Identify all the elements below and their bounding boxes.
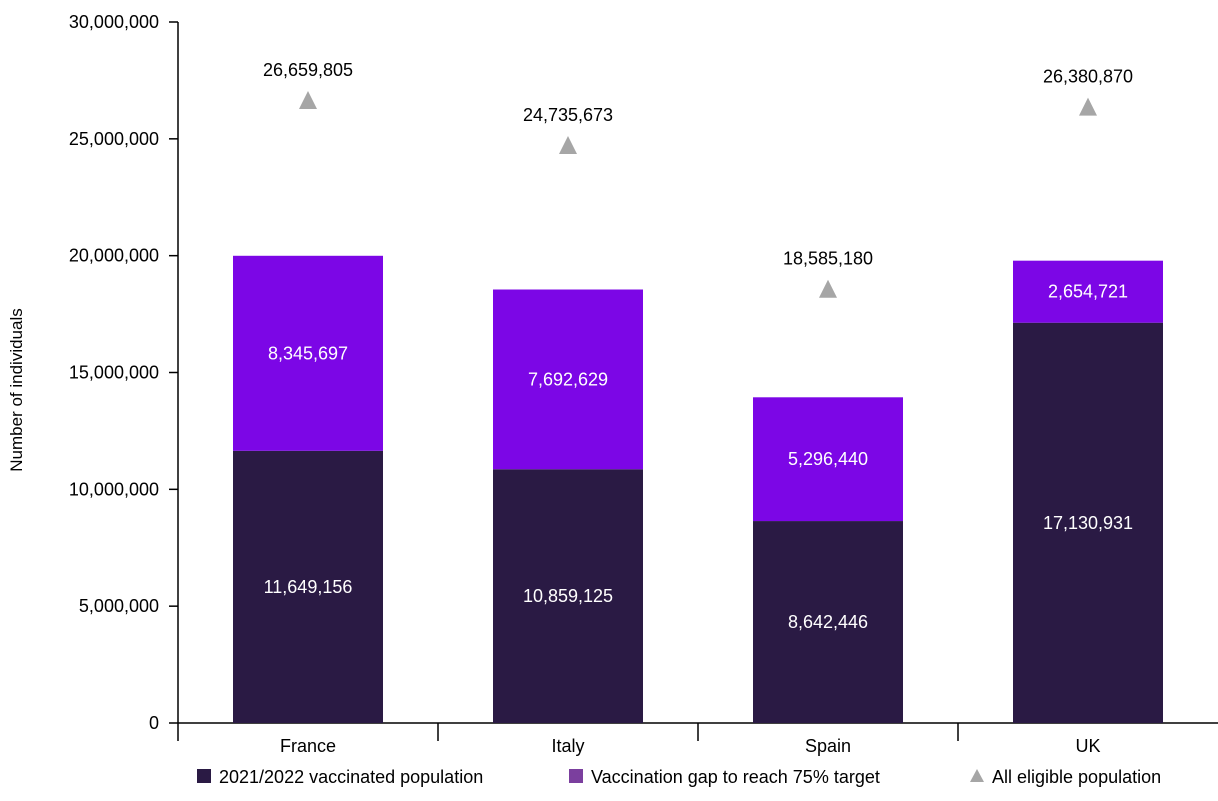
legend-swatch bbox=[197, 769, 211, 783]
legend-label: Vaccination gap to reach 75% target bbox=[591, 767, 880, 787]
data-labels: 11,649,156 8,345,697 10,859,125 7,692,629 8,… bbox=[263, 60, 1133, 632]
eligible-population-marker bbox=[819, 279, 837, 298]
legend-label: 2021/2022 vaccinated population bbox=[219, 767, 483, 787]
eligible-population-marker bbox=[1079, 97, 1097, 116]
bar-vaccinated bbox=[233, 450, 383, 723]
data-label-eligible: 18,585,180 bbox=[783, 249, 873, 269]
bars bbox=[233, 255, 1163, 723]
data-label-eligible: 24,735,673 bbox=[523, 105, 613, 125]
y-tick-label: 25,000,000 bbox=[69, 129, 159, 149]
eligible-population-marker bbox=[559, 136, 577, 155]
data-label-vaccinated: 10,859,125 bbox=[523, 586, 613, 606]
bar-vaccinated bbox=[493, 469, 643, 723]
legend-marker-triangle bbox=[970, 769, 984, 782]
y-tick-label: 5,000,000 bbox=[79, 596, 159, 616]
y-tick-label: 10,000,000 bbox=[69, 479, 159, 499]
x-tick-label: France bbox=[280, 736, 336, 756]
x-tick-label: Spain bbox=[805, 736, 851, 756]
y-tick-label: 0 bbox=[149, 713, 159, 733]
y-tick-label: 20,000,000 bbox=[69, 246, 159, 266]
data-label-eligible: 26,380,870 bbox=[1043, 67, 1133, 87]
data-label-gap: 2,654,721 bbox=[1048, 282, 1128, 302]
y-tick-label: 15,000,000 bbox=[69, 363, 159, 383]
data-label-eligible: 26,659,805 bbox=[263, 60, 353, 80]
bar-vaccination-gap bbox=[753, 397, 903, 522]
axes: 0 5,000,000 10,000,000 15,000,000 20,000,000… bbox=[69, 12, 1218, 756]
data-label-gap: 5,296,440 bbox=[788, 449, 868, 469]
x-tick-label: UK bbox=[1075, 736, 1100, 756]
legend: 2021/2022 vaccinated population Vaccinati… bbox=[197, 767, 1161, 787]
legend-label: All eligible population bbox=[992, 767, 1161, 787]
y-tick-label: 30,000,000 bbox=[69, 12, 159, 32]
legend-swatch bbox=[569, 769, 583, 783]
data-label-vaccinated: 17,130,931 bbox=[1043, 513, 1133, 533]
x-tick-label: Italy bbox=[551, 736, 584, 756]
data-label-vaccinated: 11,649,156 bbox=[264, 577, 353, 597]
data-label-vaccinated: 8,642,446 bbox=[788, 612, 868, 632]
data-label-gap: 8,345,697 bbox=[268, 343, 348, 363]
bar-vaccinated bbox=[753, 521, 903, 723]
bar-vaccination-gap bbox=[233, 255, 383, 451]
bar-vaccination-gap bbox=[493, 289, 643, 470]
bar-vaccination-gap bbox=[1013, 260, 1163, 323]
y-axis-label: Number of individuals bbox=[7, 308, 26, 471]
eligible-population-markers bbox=[299, 91, 1097, 298]
bar-vaccinated bbox=[1013, 322, 1163, 723]
eligible-population-marker bbox=[299, 91, 317, 110]
data-label-gap: 7,692,629 bbox=[528, 369, 608, 389]
